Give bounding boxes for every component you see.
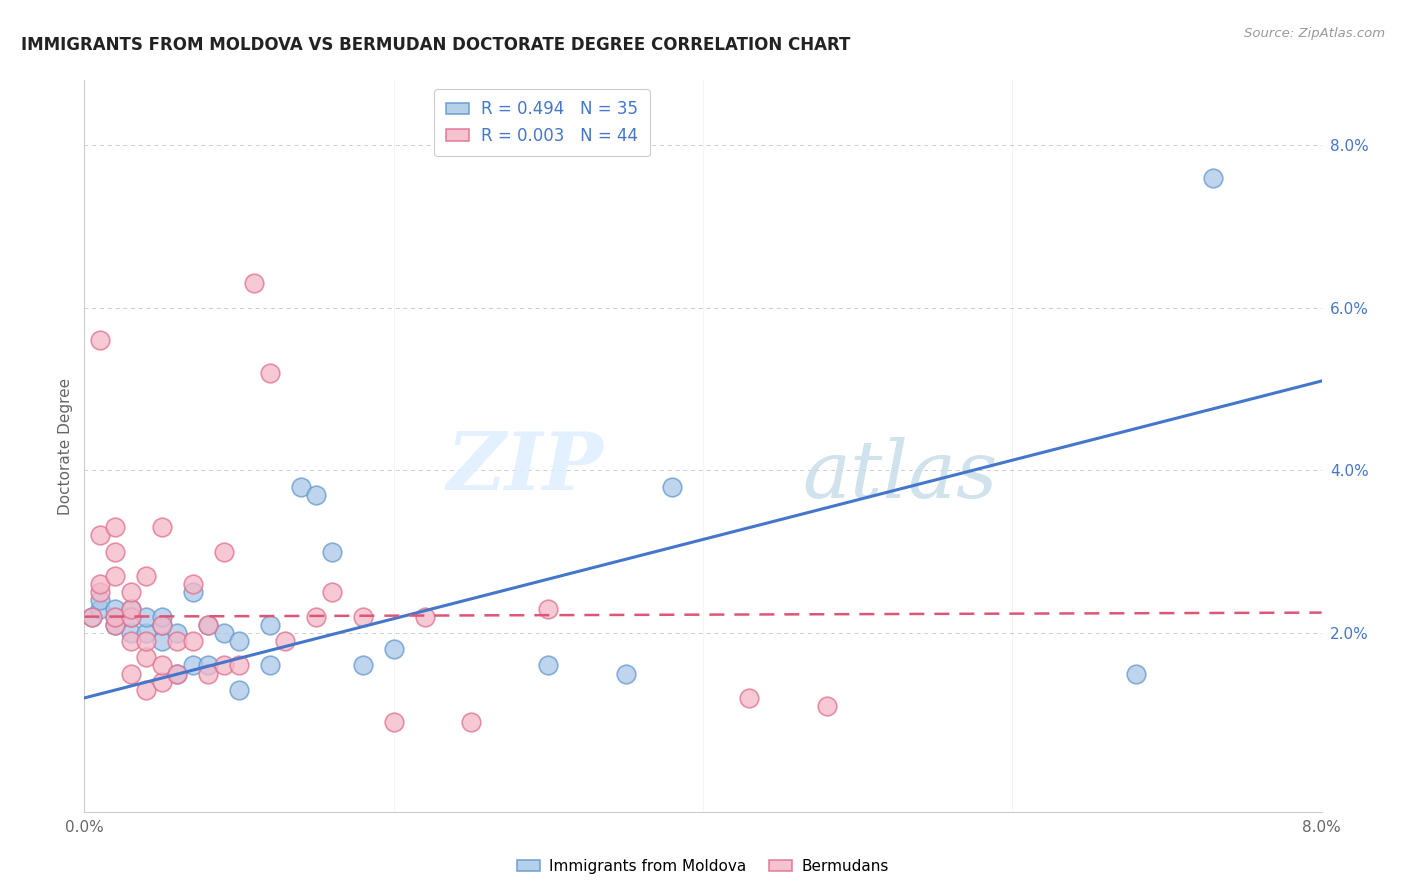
Point [104, 601, 127, 615]
Point [305, 609, 328, 624]
Point [104, 544, 127, 558]
Point [150, 617, 173, 632]
Point [212, 626, 235, 640]
Point [89, 593, 111, 607]
Point [135, 609, 157, 624]
Point [614, 666, 637, 681]
Point [166, 626, 188, 640]
Point [259, 658, 281, 673]
Point [82, 609, 104, 624]
Text: ZIP: ZIP [447, 429, 605, 507]
Point [259, 617, 281, 632]
Point [150, 674, 173, 689]
Point [352, 658, 374, 673]
Point [89, 601, 111, 615]
Point [120, 609, 142, 624]
Text: IMMIGRANTS FROM MOLDOVA VS BERMUDAN DOCTORATE DEGREE CORRELATION CHART: IMMIGRANTS FROM MOLDOVA VS BERMUDAN DOCT… [21, 36, 851, 54]
Legend: Immigrants from Moldova, Bermudans: Immigrants from Moldova, Bermudans [510, 853, 896, 880]
Legend: R = 0.494   N = 35, R = 0.003   N = 44: R = 0.494 N = 35, R = 0.003 N = 44 [434, 88, 650, 156]
Point [228, 634, 250, 648]
Point [120, 585, 142, 599]
Point [228, 682, 250, 697]
Point [104, 520, 127, 534]
Point [181, 634, 204, 648]
Point [1125, 666, 1147, 681]
Point [181, 577, 204, 591]
Point [460, 715, 482, 730]
Point [305, 488, 328, 502]
Point [135, 682, 157, 697]
Point [104, 609, 127, 624]
Point [537, 601, 560, 615]
Point [197, 617, 219, 632]
Point [150, 617, 173, 632]
Point [135, 650, 157, 665]
Point [537, 658, 560, 673]
Point [197, 658, 219, 673]
Point [120, 601, 142, 615]
Point [166, 666, 188, 681]
Text: atlas: atlas [801, 436, 997, 514]
Point [120, 666, 142, 681]
Point [150, 609, 173, 624]
Point [815, 699, 838, 714]
Point [89, 585, 111, 599]
Point [259, 366, 281, 380]
Point [197, 666, 219, 681]
Point [135, 569, 157, 583]
Point [212, 544, 235, 558]
Point [321, 585, 343, 599]
Point [135, 626, 157, 640]
Point [150, 634, 173, 648]
Point [290, 480, 312, 494]
Point [120, 609, 142, 624]
Point [382, 642, 405, 657]
Point [352, 609, 374, 624]
Point [120, 626, 142, 640]
Point [321, 544, 343, 558]
Point [1202, 170, 1225, 185]
Point [166, 634, 188, 648]
Point [82, 609, 104, 624]
Point [135, 634, 157, 648]
Point [150, 520, 173, 534]
Point [89, 528, 111, 542]
Point [413, 609, 436, 624]
Point [661, 480, 683, 494]
Point [228, 658, 250, 673]
Point [104, 617, 127, 632]
Y-axis label: Doctorate Degree: Doctorate Degree [58, 377, 73, 515]
Point [120, 634, 142, 648]
Point [104, 569, 127, 583]
Point [274, 634, 297, 648]
Point [738, 690, 761, 705]
Point [181, 658, 204, 673]
Point [166, 666, 188, 681]
Point [212, 658, 235, 673]
Point [243, 277, 266, 291]
Point [89, 577, 111, 591]
Point [197, 617, 219, 632]
Point [104, 609, 127, 624]
Point [181, 585, 204, 599]
Point [104, 617, 127, 632]
Point [150, 658, 173, 673]
Point [89, 334, 111, 348]
Point [120, 601, 142, 615]
Text: Source: ZipAtlas.com: Source: ZipAtlas.com [1244, 27, 1385, 40]
Point [382, 715, 405, 730]
